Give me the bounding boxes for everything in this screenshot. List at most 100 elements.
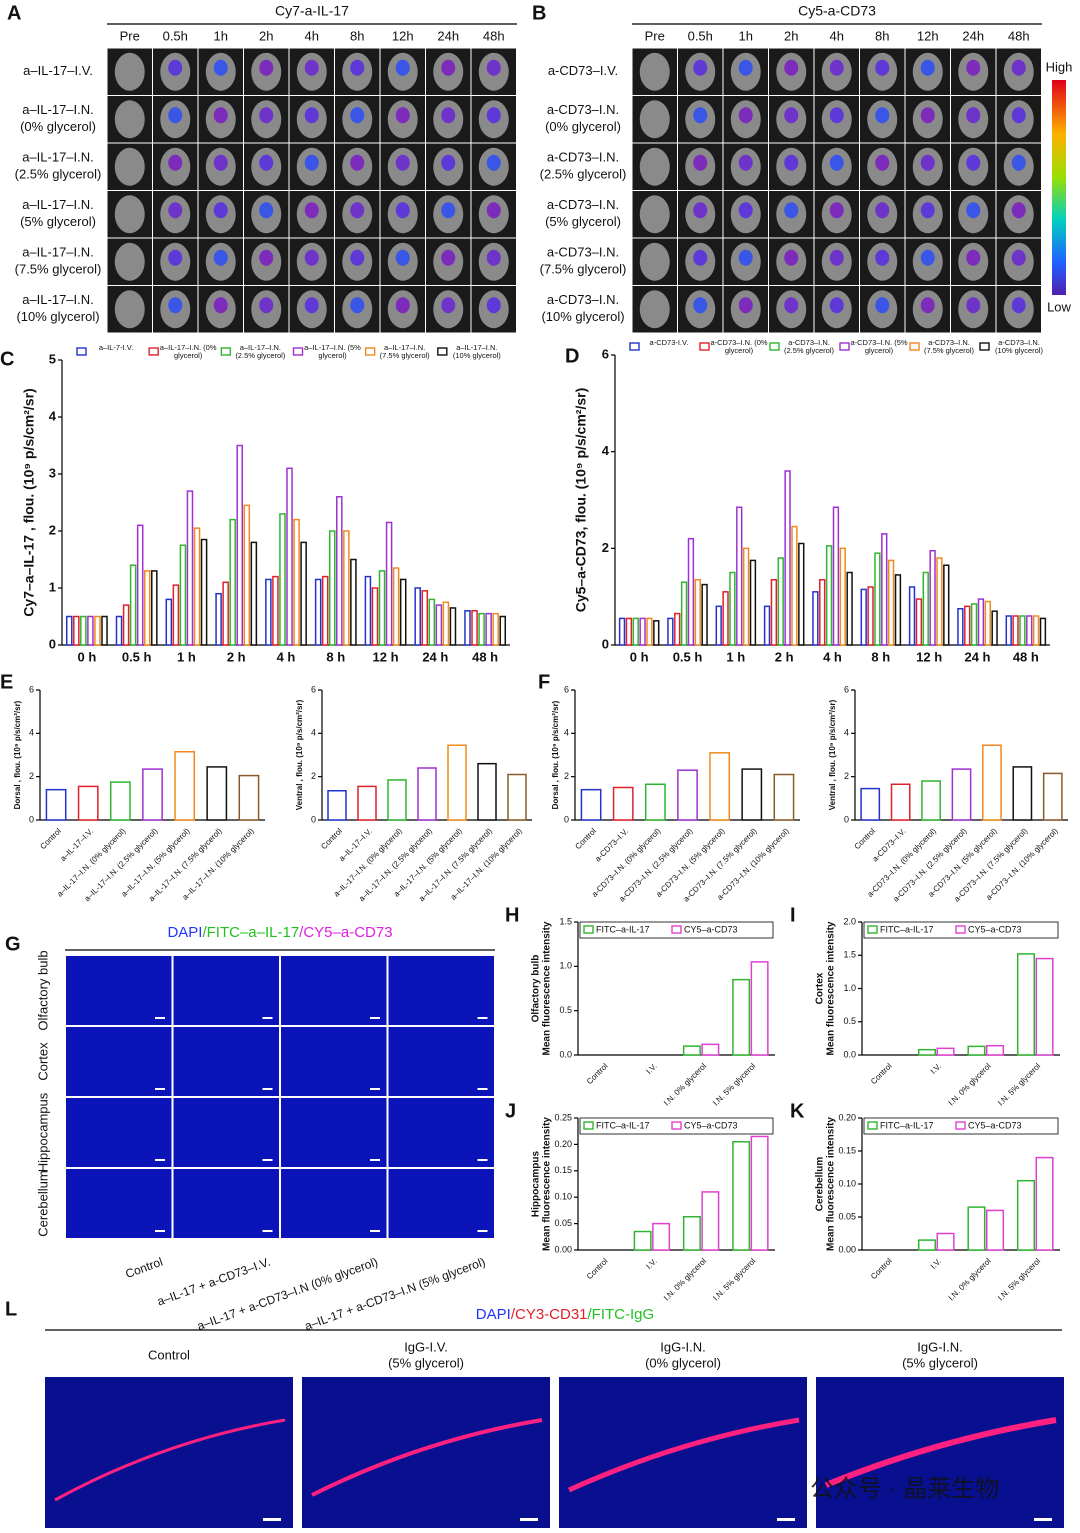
bar: [967, 1206, 986, 1251]
signal: [350, 297, 365, 314]
panel-letter: B: [532, 2, 546, 24]
signal: [441, 107, 456, 124]
y-axis-label: Mean fluorescence intensity: [826, 921, 837, 1055]
bar: [1016, 1179, 1035, 1251]
bar: [464, 610, 471, 646]
bar: [777, 557, 784, 646]
signal: [920, 297, 935, 314]
bar: [936, 557, 943, 646]
bar: [763, 605, 771, 646]
bar: [812, 591, 819, 646]
bar: [957, 608, 964, 646]
bar: [750, 1135, 769, 1251]
x-tick-label: I.N. 0% glycerol: [662, 1256, 708, 1302]
mouse-body: [114, 290, 145, 329]
signal: [259, 202, 274, 219]
y-tick-label: 0: [602, 636, 609, 651]
bar: [392, 567, 400, 646]
bar: [798, 542, 805, 646]
title-part: /CY3-CD31: [511, 1306, 588, 1323]
bar: [986, 1044, 1005, 1056]
column-label: IgG-I.N.: [660, 1339, 706, 1354]
bar: [964, 605, 971, 646]
row-label: (5% glycerol): [545, 214, 621, 229]
time-label: 1h: [739, 28, 753, 43]
bar: [936, 1047, 955, 1056]
bar: [701, 583, 708, 646]
bar: [860, 588, 867, 646]
y-tick-label: 1.0: [843, 983, 856, 993]
signal: [213, 249, 228, 266]
bar: [193, 527, 201, 646]
y-tick-label: 0.5: [559, 1005, 572, 1015]
row-label: (7.5% glycerol): [15, 262, 102, 277]
signal: [259, 249, 274, 266]
signal: [784, 249, 799, 266]
x-tick-label: 0 h: [630, 649, 649, 664]
bar: [709, 752, 731, 821]
time-label: Pre: [120, 28, 140, 43]
row-label: (2.5% glycerol): [15, 167, 102, 182]
bar: [77, 785, 99, 821]
column-label: (5% glycerol): [388, 1355, 464, 1370]
panel-letter: I: [790, 904, 796, 926]
signal: [693, 107, 708, 124]
micrograph: [66, 1027, 172, 1096]
bar: [122, 604, 130, 646]
bar: [115, 615, 123, 646]
x-tick-label: 8 h: [871, 649, 890, 664]
bar: [1042, 772, 1063, 821]
bar: [612, 786, 634, 821]
bar: [915, 598, 923, 646]
bar: [350, 558, 357, 646]
signal: [213, 154, 228, 171]
y-tick-label: 4: [564, 728, 569, 738]
micrograph: [66, 1169, 172, 1238]
signal: [441, 297, 456, 314]
y-tick-label: 0.05: [554, 1218, 572, 1228]
bar: [922, 571, 929, 646]
time-label: 2h: [259, 28, 273, 43]
bar: [399, 578, 407, 646]
scale-bar: [477, 1159, 488, 1161]
signal: [738, 107, 753, 124]
bar: [343, 530, 350, 646]
scale-bar: [263, 1518, 281, 1521]
bar: [229, 518, 236, 646]
time-label: 1h: [214, 28, 228, 43]
column-label: IgG-I.V.: [404, 1339, 448, 1354]
bar: [73, 615, 80, 646]
y-tick-label: 0.10: [554, 1192, 572, 1202]
bar: [364, 575, 372, 646]
bar: [328, 530, 336, 646]
y-tick-label: 3: [49, 465, 56, 480]
bar: [701, 1043, 720, 1056]
y-tick-label: 1: [49, 579, 56, 594]
legend-label: a–IL-17–I.N. (2.5% glycerol): [235, 343, 286, 360]
x-tick-label: 24 h: [964, 649, 990, 664]
mouse-body: [114, 195, 145, 234]
bar: [667, 617, 674, 646]
mouse-body: [639, 290, 670, 329]
bar: [101, 615, 108, 646]
scale-bar: [370, 1088, 380, 1090]
row-label: (5% glycerol): [20, 214, 96, 229]
time-label: 12h: [917, 28, 939, 43]
bar: [1039, 617, 1047, 646]
y-axis-label: Dorsal , flou. (10⁹ p/s/cm²/sr): [551, 700, 560, 809]
bar: [1026, 615, 1033, 646]
signal: [486, 107, 501, 124]
y-tick-label: 2: [844, 771, 849, 781]
y-tick-label: 0: [844, 814, 849, 824]
signal: [350, 59, 365, 76]
signal: [395, 59, 410, 76]
time-label: 2h: [784, 28, 798, 43]
mouse-body: [114, 242, 145, 281]
signal: [213, 202, 228, 219]
bar: [967, 1045, 986, 1056]
bar: [279, 513, 286, 646]
bar: [1016, 953, 1035, 1056]
panel-letter: C: [0, 348, 14, 370]
signal: [693, 297, 708, 314]
signal: [966, 107, 981, 124]
